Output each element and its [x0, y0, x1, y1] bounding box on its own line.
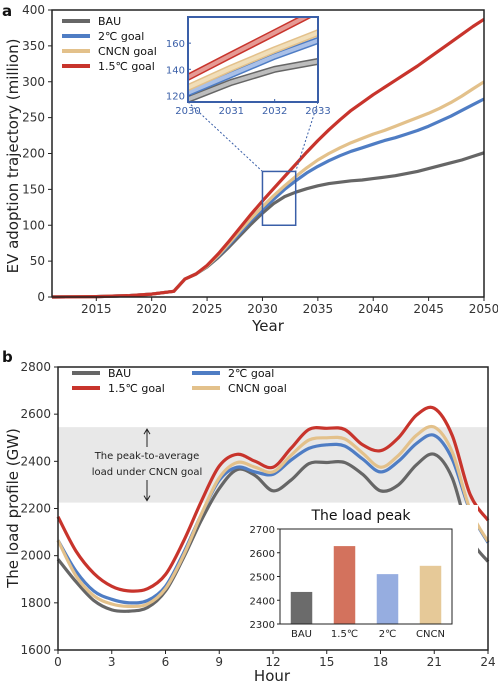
chart-a-ytick-label: 100: [22, 218, 45, 232]
chart-b-ytick-label: 2200: [20, 502, 51, 516]
chart-b-ytick-label: 2800: [20, 360, 51, 374]
chart-b-ytick-label: 2000: [20, 549, 51, 563]
chart-a-ytick-label: 150: [22, 182, 45, 196]
chart-b-ytick-label: 1600: [20, 643, 51, 657]
inset-series-inner-1: [188, 38, 318, 95]
band-label-line2: load under CNCN goal: [92, 467, 203, 478]
chart-b-ytick-label: 2600: [20, 407, 51, 421]
chart-a-xtick-label: 2040: [358, 302, 389, 316]
bar-inset-ytick-label: 2300: [250, 620, 275, 631]
chart-b-xtick-label: 15: [319, 655, 334, 669]
bar-inset-xtick-label: CNCN: [416, 629, 445, 640]
chart-a-legend-label-0: BAU: [98, 15, 121, 28]
chart-b-legend-label-0: BAU: [108, 367, 131, 380]
chart-b-xtick-label: 3: [108, 655, 116, 669]
chart-b-legend-label-2: 2℃ goal: [228, 367, 274, 380]
chart-a-legend-label-2: CNCN goal: [98, 45, 157, 58]
band-label-line1: The peak-to-average: [94, 451, 200, 462]
chart-b-legend-label-1: 1.5℃ goal: [108, 382, 165, 395]
chart-a-ytick-label: 50: [30, 254, 45, 268]
bar-inset-bar-0: [290, 591, 313, 624]
chart-b-series-line-2: [56, 433, 490, 605]
chart-a-xtick-label: 2045: [413, 302, 444, 316]
inset-ytick-label: 140: [166, 65, 185, 76]
panel-b-label: b: [2, 348, 13, 366]
inset-ytick-label: 120: [166, 91, 185, 102]
chart-a-xlabel: Year: [251, 317, 285, 335]
bar-inset-bar-2: [376, 574, 399, 624]
bar-inset-ytick-label: 2700: [250, 525, 275, 536]
inset-frame: [187, 16, 319, 103]
chart-b-xtick-label: 12: [265, 655, 280, 669]
chart-a-ytick-label: 350: [22, 39, 45, 53]
bar-inset-ytick-label: 2600: [250, 549, 275, 560]
chart-a-ylabel: EV adoption trajectory (million): [4, 39, 22, 274]
bar-inset-xtick-label: 1.5℃: [331, 629, 358, 640]
chart-a-legend-label-3: 1.5℃ goal: [98, 60, 155, 73]
inset-series-inner-0: [188, 59, 318, 102]
bar-inset-ytick-label: 2500: [250, 573, 275, 584]
chart-b-ytick-label: 2400: [20, 454, 51, 468]
chart-a-series-line-3: [51, 17, 485, 299]
chart-b-inset-title: The load peak: [310, 508, 411, 524]
chart-a-inset: 2030 2031 2032 2033 120 140 160: [166, 16, 331, 172]
bar-inset-xtick-label: BAU: [291, 629, 312, 640]
chart-a-ytick-label: 300: [22, 75, 45, 89]
inset-xtick-label: 2030: [175, 106, 200, 117]
chart-a-xtick-label: 2015: [81, 302, 112, 316]
inset-series-inner-3: [188, 17, 310, 80]
chart-b-xtick-label: 9: [215, 655, 223, 669]
chart-a-zoom-box: [261, 170, 297, 226]
chart-a-legend-label-1: 2℃ goal: [98, 30, 144, 43]
inset-connector-right: [295, 101, 319, 172]
chart-b-series-line-1: [56, 405, 490, 593]
inset-xtick-label: 2031: [219, 106, 244, 117]
chart-a-ytick-label: 0: [37, 290, 45, 304]
chart-a-xtick-label: 2035: [303, 302, 334, 316]
chart-b-xlabel: Hour: [254, 667, 291, 685]
chart-b-series-line-3: [56, 424, 490, 609]
chart-a-ytick-label: 200: [22, 147, 45, 161]
band-arrow-up-head: [143, 428, 151, 435]
chart-b-series-line-0: [56, 452, 490, 613]
chart-a-ytick-label: 400: [22, 3, 45, 17]
chart-a-series-line-1: [51, 97, 485, 299]
chart-b-legend-label-3: CNCN goal: [228, 382, 287, 395]
panel-a-label: a: [2, 2, 12, 20]
chart-b-xtick-label: 21: [427, 655, 442, 669]
chart-b-inset: BAU 1.5℃ 2℃ CNCN 2300 2400 2500 2600 2700: [228, 505, 478, 645]
chart-a-xtick-label: 2020: [136, 302, 167, 316]
bar-inset-bar-3: [419, 565, 442, 624]
inset-ytick-label: 160: [166, 39, 185, 50]
chart-b-xtick-label: 0: [54, 655, 62, 669]
inset-xtick-label: 2033: [305, 106, 330, 117]
bar-inset-bar-1: [333, 546, 356, 624]
chart-b-xtick-label: 6: [162, 655, 170, 669]
chart-b-ytick-label: 1800: [20, 596, 51, 610]
inset-connector-left: [187, 101, 263, 172]
chart-a-xtick-label: 2025: [192, 302, 223, 316]
chart-b-xtick-label: 24: [480, 655, 495, 669]
chart-a-ytick-label: 250: [22, 111, 45, 125]
inset-xtick-label: 2032: [262, 106, 287, 117]
inset-series-inner-2: [188, 30, 318, 90]
chart-a-xtick-label: 2050: [469, 302, 498, 316]
chart-a: 2015 2020 2025 2030 2035 2040 2045 2050 0 50 100 15…: [22, 3, 498, 316]
chart-b-ylabel: The load profile (GW): [4, 428, 22, 589]
band-arrow-down-head: [143, 495, 151, 502]
chart-b: 0 3 6 9 12 15 18 21 24 1600 1800 2000 2200 2400 2600 28…: [20, 360, 495, 669]
chart-b-xtick-label: 18: [373, 655, 388, 669]
chart-a-xtick-label: 2030: [247, 302, 278, 316]
bar-inset-ytick-label: 2400: [250, 596, 275, 607]
inset-lines: [188, 17, 318, 102]
bar-inset-xtick-label: 2℃: [379, 629, 397, 640]
